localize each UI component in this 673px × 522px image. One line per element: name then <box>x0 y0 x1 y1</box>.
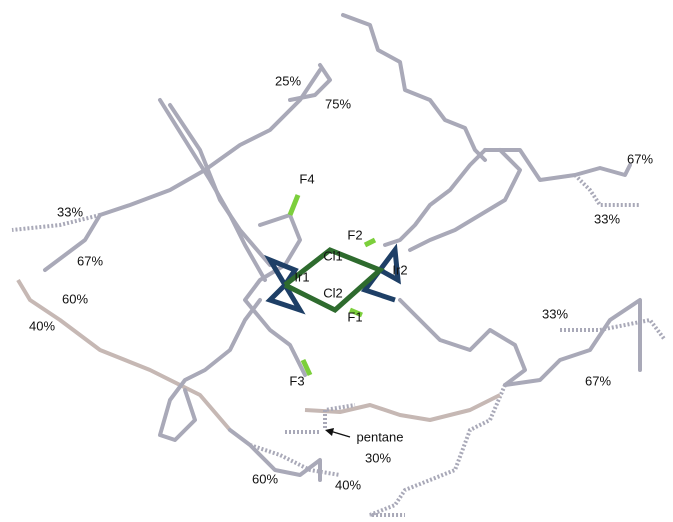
label: 33% <box>542 306 568 321</box>
label: 33% <box>57 204 83 219</box>
label: Cl1 <box>323 248 343 263</box>
core-bonds <box>264 194 401 377</box>
label: 67% <box>627 151 653 166</box>
label: F1 <box>347 309 362 324</box>
label: 30% <box>365 450 391 465</box>
label: pentane <box>357 429 404 444</box>
label: Ir1 <box>294 269 309 284</box>
label: Cl2 <box>323 285 343 300</box>
label: 25% <box>275 73 301 88</box>
label: 40% <box>29 318 55 333</box>
label: Ir2 <box>392 262 407 277</box>
label: 67% <box>77 253 103 268</box>
arrow <box>325 428 351 438</box>
labels: 25% 75% 67% 33% 33% 67% F4 F2 Cl1 Ir1 Ir… <box>29 73 653 492</box>
sticks <box>11 13 667 517</box>
label: F4 <box>299 171 314 186</box>
label: 40% <box>335 477 361 492</box>
label: 67% <box>585 373 611 388</box>
label: F2 <box>347 227 362 242</box>
label: 60% <box>62 291 88 306</box>
label: 75% <box>325 96 351 111</box>
label: F3 <box>289 373 304 388</box>
label: 33% <box>594 211 620 226</box>
label: 60% <box>252 471 278 486</box>
